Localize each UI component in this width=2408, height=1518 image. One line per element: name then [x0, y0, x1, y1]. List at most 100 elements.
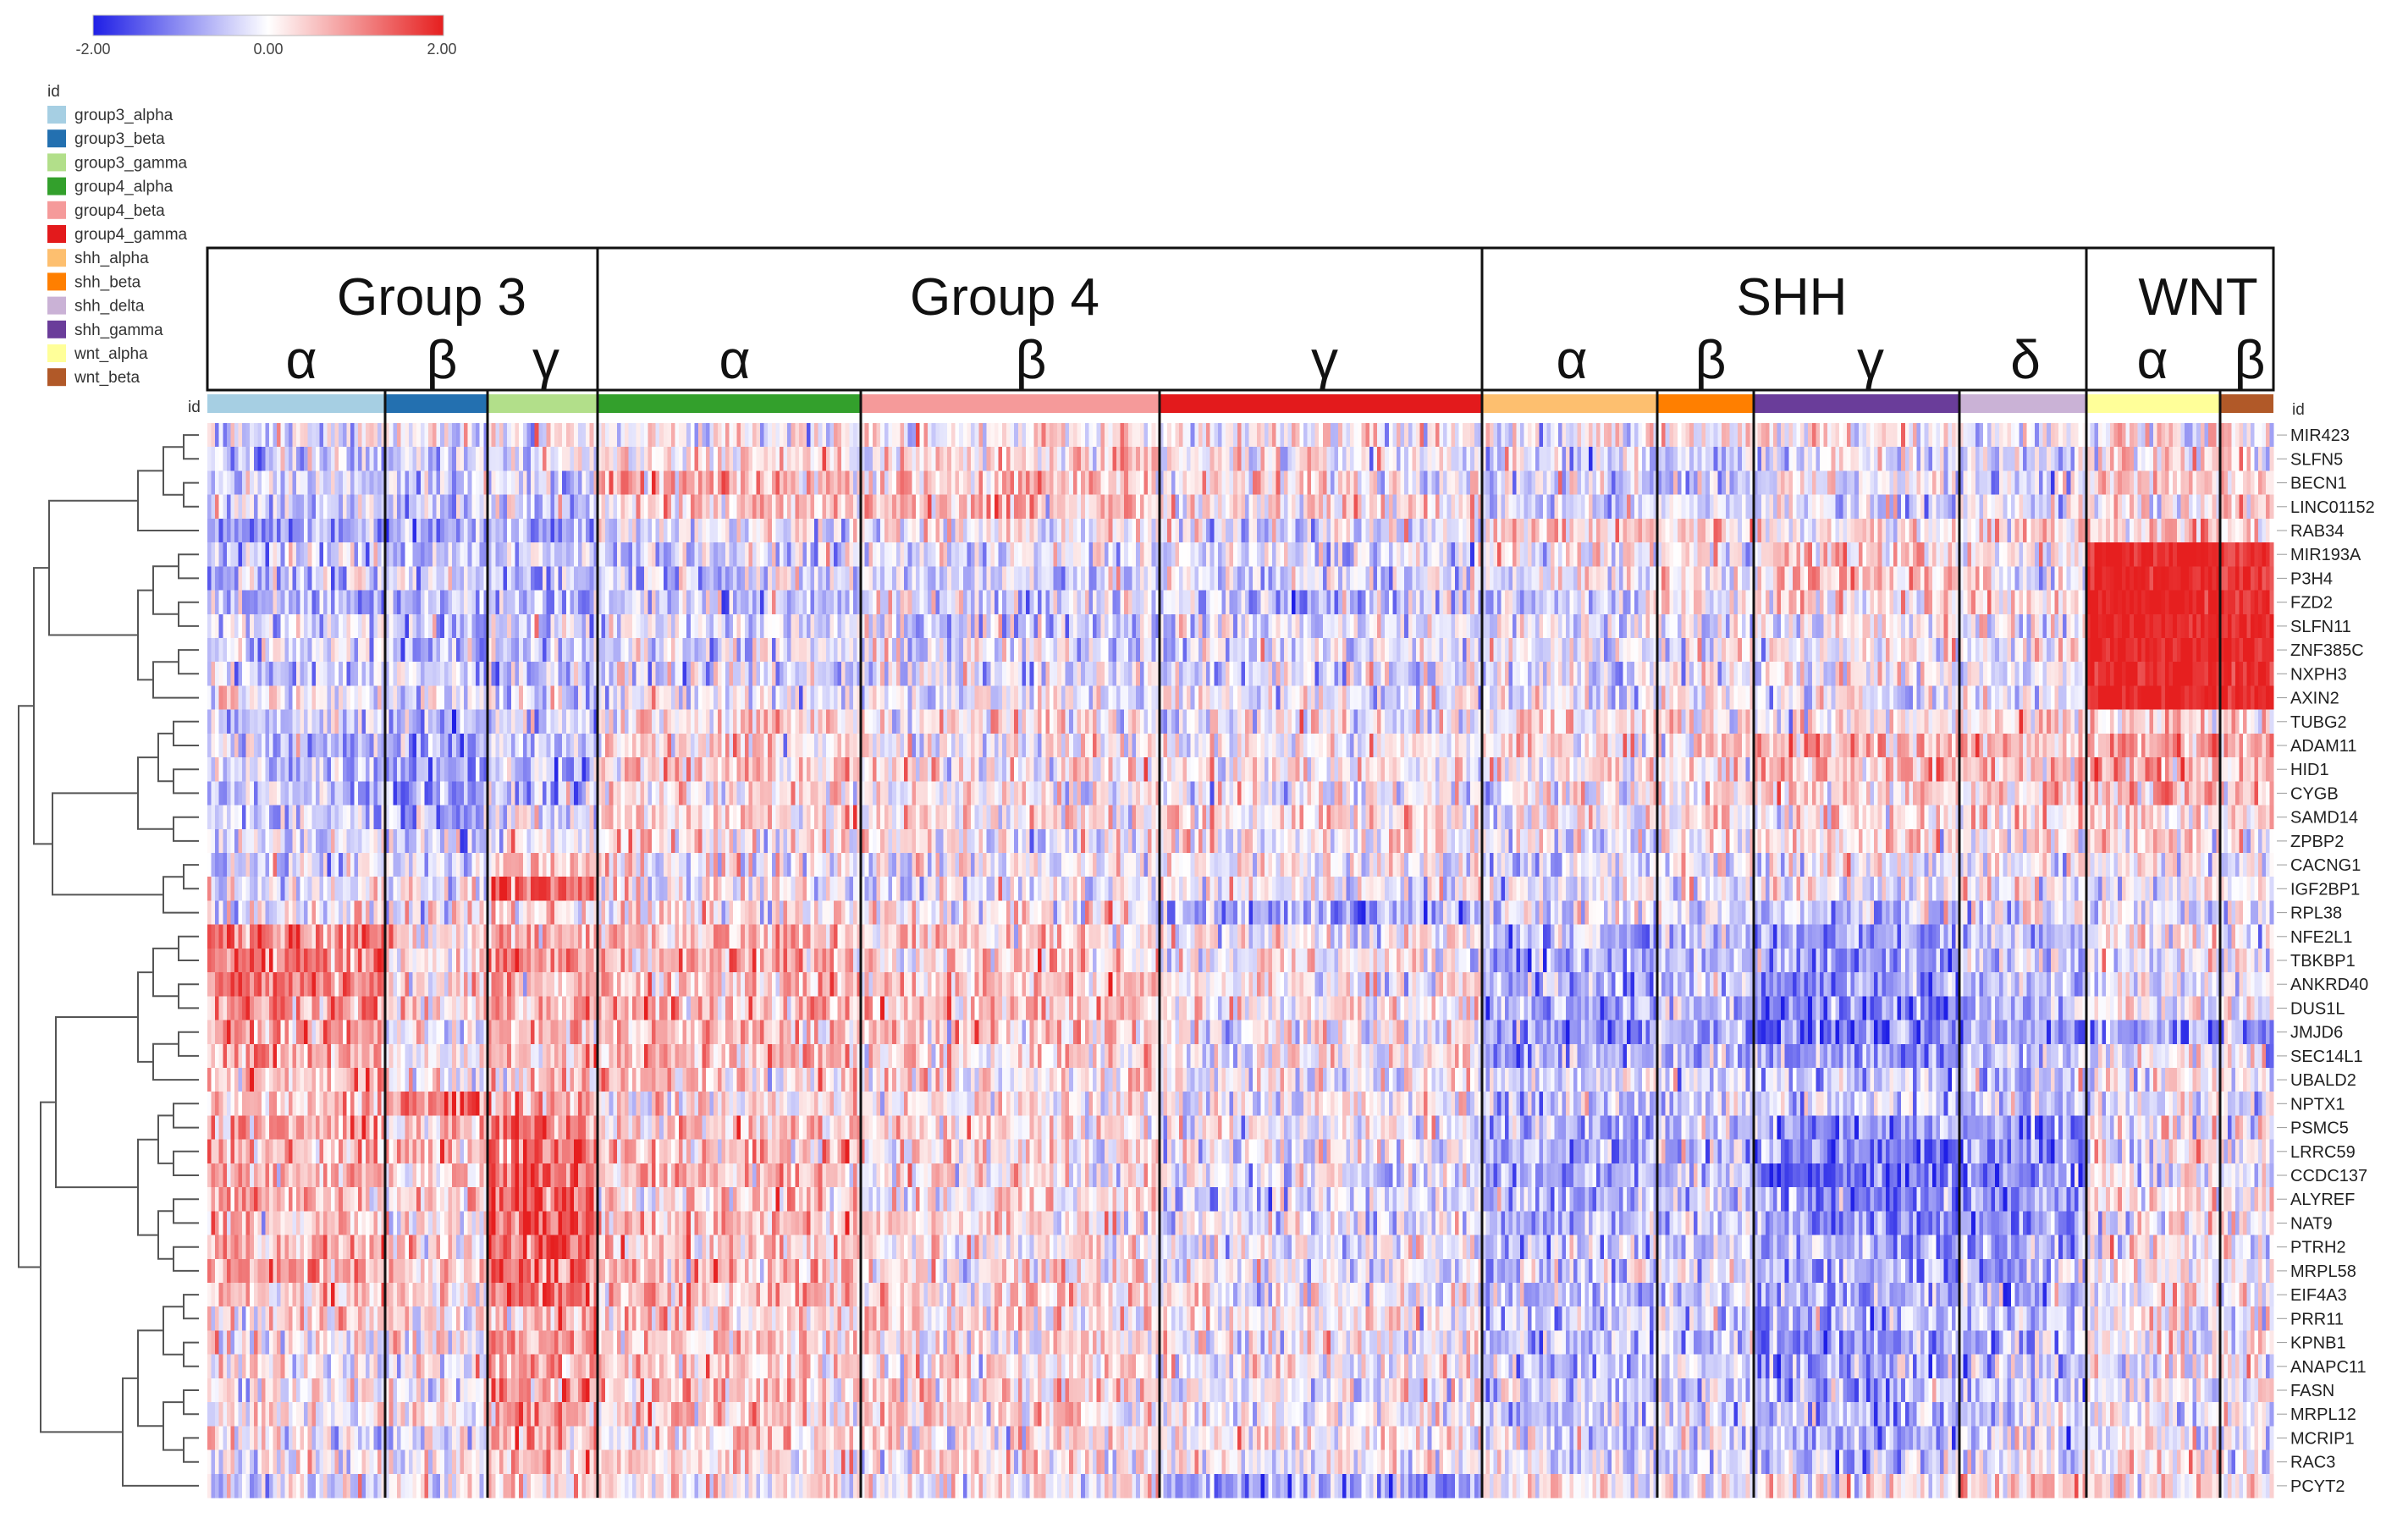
heatmap-cell [412, 423, 417, 448]
heatmap-cell [1928, 613, 1933, 639]
heatmap-cell [748, 470, 753, 496]
heatmap-cell [1979, 613, 1984, 639]
heatmap-cell [1630, 470, 1635, 496]
annotation-group3-alpha [207, 394, 385, 413]
dendrogram-branch [178, 983, 199, 1009]
heatmap-cell [408, 518, 414, 543]
heatmap-cell [388, 566, 394, 591]
heatmap-cell [2153, 518, 2158, 543]
heatmap-cell [1038, 423, 1043, 448]
heatmap-cell [1006, 518, 1011, 543]
heatmap-cell [1120, 423, 1125, 448]
heatmap-cell [1733, 542, 1738, 567]
heatmap-cell [1151, 542, 1156, 567]
heatmap-cell [2137, 447, 2142, 472]
heatmap-cell [907, 590, 912, 615]
heatmap-cell [1057, 590, 1062, 615]
color-scale-tick-min: -2.00 [75, 41, 110, 58]
heatmap-cell [1520, 423, 1525, 448]
heatmap-cell [1505, 447, 1510, 472]
heatmap-cell [1754, 590, 1759, 615]
heatmap-cell [640, 447, 645, 472]
heatmap-cell [432, 566, 438, 591]
heatmap-cell [1443, 518, 1448, 543]
heatmap-cell [2113, 470, 2119, 496]
dendrogram-branch [137, 470, 199, 531]
heatmap-cell [670, 566, 676, 591]
heatmap-cell [467, 566, 472, 591]
heatmap-cell [319, 470, 324, 496]
heatmap-cell [927, 423, 933, 448]
heatmap-cell [1995, 470, 2000, 496]
heatmap-cell [2074, 542, 2080, 567]
heatmap-cell [598, 447, 603, 472]
heatmap-cell [1392, 542, 1397, 567]
heatmap-cell [935, 470, 940, 496]
heatmap-cell [1463, 566, 1468, 591]
heatmap-cell [1253, 494, 1258, 520]
heatmap-cell [1912, 542, 1918, 567]
heatmap-cell [319, 638, 324, 663]
heatmap-cell [234, 566, 240, 591]
heatmap-cell [1151, 494, 1156, 520]
heatmap-cell [892, 447, 897, 472]
heatmap-cell [1400, 447, 1405, 472]
heatmap-cell [424, 447, 429, 472]
heatmap-cell [2266, 590, 2271, 615]
heatmap-cell [499, 566, 504, 591]
heatmap-cell [667, 447, 672, 472]
heatmap-cell [1835, 494, 1840, 520]
heatmap-cell [982, 447, 988, 472]
heatmap-cell [625, 566, 630, 591]
heatmap-cell [361, 494, 366, 520]
heatmap-cell [1408, 470, 1413, 496]
heatmap-cell [342, 470, 347, 496]
heatmap-cell [1463, 494, 1468, 520]
heatmap-cell [534, 447, 539, 472]
heatmap-cell [795, 470, 800, 496]
heatmap-cell [1653, 542, 1658, 567]
heatmap-cell [2026, 518, 2031, 543]
heatmap-cell [558, 638, 563, 663]
dendrogram-branch [173, 816, 199, 842]
heatmap-cell [2204, 447, 2209, 472]
heatmap-cell [1493, 542, 1498, 567]
heatmap-cell [476, 613, 481, 639]
heatmap-cell [1229, 566, 1234, 591]
heatmap-cell [238, 447, 243, 472]
heatmap-cell [967, 518, 972, 543]
heatmap-cell [1804, 494, 1809, 520]
heatmap-cell [892, 518, 897, 543]
heatmap-cell [1642, 494, 1647, 520]
heatmap-cell [1248, 494, 1254, 520]
heatmap-cell [448, 613, 453, 639]
heatmap-cell [245, 447, 251, 472]
heatmap-cell [2023, 613, 2028, 639]
heatmap-cell [1187, 494, 1192, 520]
heatmap-cell [1975, 518, 1981, 543]
heatmap-cell [1843, 518, 1848, 543]
heatmap-cell [436, 518, 441, 543]
heatmap-cell [408, 638, 414, 663]
heatmap-cell [721, 470, 726, 496]
heatmap-cell [331, 638, 336, 663]
heatmap-cell [1638, 542, 1643, 567]
heatmap-cell [955, 470, 960, 496]
heatmap-cell [1931, 423, 1937, 448]
heatmap-cell [725, 470, 730, 496]
heatmap-cell [2192, 494, 2197, 520]
heatmap-cell [1116, 423, 1121, 448]
heatmap-cell [2231, 470, 2236, 496]
heatmap-cell [2192, 447, 2197, 472]
heatmap-cell [1151, 518, 1156, 543]
heatmap-cell [311, 423, 317, 448]
heatmap-cell [982, 613, 988, 639]
heatmap-cell [1554, 423, 1559, 448]
heatmap-cell [2023, 447, 2028, 472]
heatmap-cell [1041, 423, 1046, 448]
heatmap-cell [495, 566, 500, 591]
heatmap-cell [2266, 566, 2271, 591]
heatmap-cell [1248, 470, 1254, 496]
heatmap-cell [1194, 590, 1199, 615]
heatmap-cell [361, 590, 366, 615]
